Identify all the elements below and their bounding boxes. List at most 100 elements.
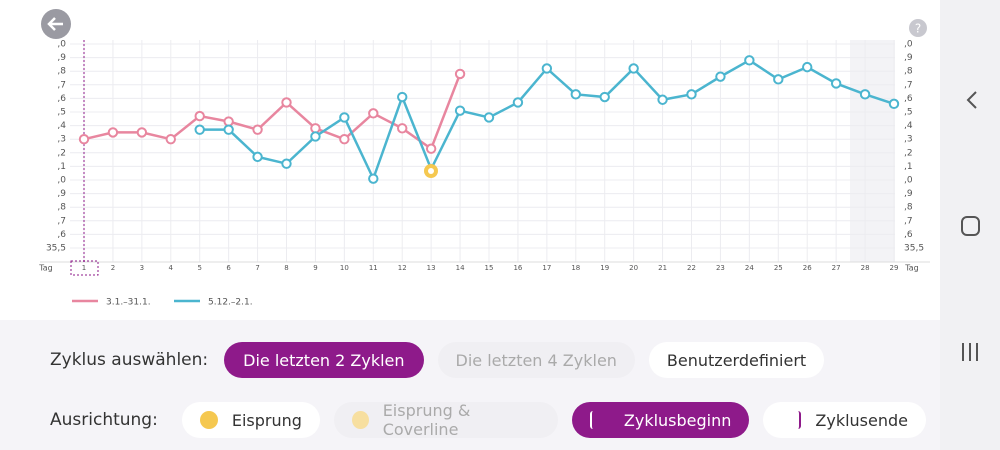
data-point	[310, 131, 321, 142]
x-tick-label: 1	[82, 264, 86, 272]
nav-recent[interactable]	[962, 343, 978, 361]
data-point	[744, 55, 755, 66]
x-tick-label: 29	[890, 264, 899, 272]
x-axis-label: Tag	[38, 264, 53, 273]
data-point	[454, 105, 466, 116]
y-tick-label: ,8	[57, 203, 66, 213]
align-option[interactable]: Eisprung	[181, 402, 320, 438]
y-tick-label: ,9	[57, 53, 66, 63]
data-point	[888, 98, 900, 110]
x-tick-label: 28	[861, 264, 870, 272]
x-tick-label: 4	[169, 264, 174, 272]
y-tick-label: ,1	[57, 162, 66, 172]
align-row: Ausrichtung: Eisprung Eisprung & Coverli…	[50, 401, 940, 439]
align-label: Ausrichtung:	[50, 410, 158, 430]
y-tick-label: ,4	[57, 121, 66, 131]
x-tick-label: 21	[658, 264, 667, 272]
y-tick-label-right: ,9	[904, 189, 913, 199]
y-tick-label-right: ,9	[904, 53, 913, 63]
y-tick-label: ,7	[57, 216, 66, 226]
help-icon: ?	[915, 22, 921, 36]
data-point	[281, 97, 292, 108]
y-tick-label: ,6	[57, 94, 66, 104]
legend-label: 3.1.–31.1.	[106, 298, 151, 308]
x-tick-label: 25	[774, 264, 783, 272]
y-tick-label-right: ,2	[904, 148, 913, 158]
x-tick-label: 5	[197, 264, 201, 272]
y-tick-label: ,2	[57, 148, 66, 158]
app: ,0 ,0 ,9 ,9 ,8 ,8 ,7 ,7 ,6 ,6 ,5 ,5 ,4 ,4 ,3 ,3 ,2 ,2 ,1 ,1…	[0, 0, 940, 439]
x-tick-label: 27	[832, 264, 841, 272]
data-point	[368, 173, 379, 184]
data-point	[78, 134, 90, 145]
cycle-option[interactable]: Die letzten 2 Zyklen	[224, 342, 424, 378]
data-point	[657, 94, 668, 105]
align-option[interactable]: Eisprung & Coverline	[333, 401, 558, 439]
y-tick-label: ,8	[57, 67, 66, 77]
x-tick-label: 2	[111, 264, 115, 272]
x-tick-label: 18	[571, 264, 580, 272]
x-tick-label: 8	[284, 264, 288, 272]
y-tick-label-right: ,0	[904, 40, 913, 50]
cycle-option[interactable]: Die letzten 4 Zyklen	[437, 342, 635, 378]
data-point	[599, 91, 610, 103]
nav-back[interactable]	[966, 91, 977, 109]
y-tick-label: ,3	[57, 135, 66, 145]
x-tick-label: 7	[255, 264, 259, 272]
y-tick-label-right: ,3	[904, 135, 913, 145]
y-tick-label: ,0	[57, 40, 66, 50]
align-option[interactable]: Zyklusende	[763, 402, 926, 438]
y-tick-label: ,5	[57, 108, 66, 118]
data-point	[773, 74, 784, 85]
cycle-row: Zyklus auswählen: Die letzten 2 Zyklen D…	[50, 341, 838, 379]
data-point	[541, 63, 553, 74]
x-tick-label: 19	[600, 264, 609, 272]
data-point	[136, 127, 148, 138]
end-icon	[781, 411, 802, 429]
grid: ,0 ,0 ,9 ,9 ,8 ,8 ,7 ,7 ,6 ,6 ,5 ,5 ,4 ,4 ,3 ,3 ,2 ,2 ,1 ,1…	[38, 40, 930, 273]
start-icon	[589, 411, 610, 429]
data-point	[425, 143, 437, 154]
data-point	[628, 63, 639, 74]
data-point	[252, 151, 263, 163]
sun-icon	[351, 411, 369, 429]
y-tick-label-right: ,6	[904, 94, 913, 104]
x-tick-label: 17	[542, 264, 551, 272]
y-tick-label: ,0	[57, 176, 66, 186]
data-point	[570, 89, 581, 100]
y-tick-label-right: ,8	[904, 67, 913, 77]
y-tick-label: ,6	[57, 230, 66, 240]
data-point	[715, 71, 726, 82]
data-point	[802, 61, 813, 73]
data-point	[830, 78, 842, 89]
chart-bg	[0, 0, 940, 320]
x-tick-label: 14	[456, 264, 465, 272]
data-point	[512, 97, 524, 108]
data-point	[281, 158, 292, 169]
y-tick-label-right: ,7	[904, 216, 913, 226]
chart: ,0 ,0 ,9 ,9 ,8 ,8 ,7 ,7 ,6 ,6 ,5 ,5 ,4 ,4 ,3 ,3 ,2 ,2 ,1 ,1…	[0, 0, 940, 320]
y-tick-label-right: 35,5	[904, 244, 924, 254]
today-box	[70, 260, 99, 276]
cycle-option[interactable]: Benutzerdefiniert	[648, 342, 825, 378]
data-point	[859, 89, 871, 100]
x-tick-label: 6	[226, 264, 231, 272]
data-point	[194, 110, 205, 122]
x-tick-label: 16	[513, 264, 522, 272]
y-tick-label-right: ,7	[904, 80, 913, 90]
x-tick-label: 10	[340, 264, 349, 272]
data-point	[397, 91, 408, 103]
y-tick-label-right: ,6	[904, 230, 913, 240]
x-tick-label: 15	[485, 264, 494, 272]
nav-bar	[940, 0, 1000, 450]
x-tick-label: 13	[427, 264, 436, 272]
y-tick-label-right: ,0	[904, 176, 913, 186]
ovulation-icon	[424, 164, 438, 178]
help-button[interactable]	[909, 19, 927, 37]
x-tick-label: 12	[398, 264, 407, 272]
data-point	[339, 112, 350, 123]
align-option[interactable]: Zyklusbeginn	[571, 402, 750, 438]
y-tick-label-right: ,1	[904, 162, 913, 172]
nav-home[interactable]	[961, 216, 980, 236]
x-axis-label-right: Tag	[904, 264, 919, 273]
